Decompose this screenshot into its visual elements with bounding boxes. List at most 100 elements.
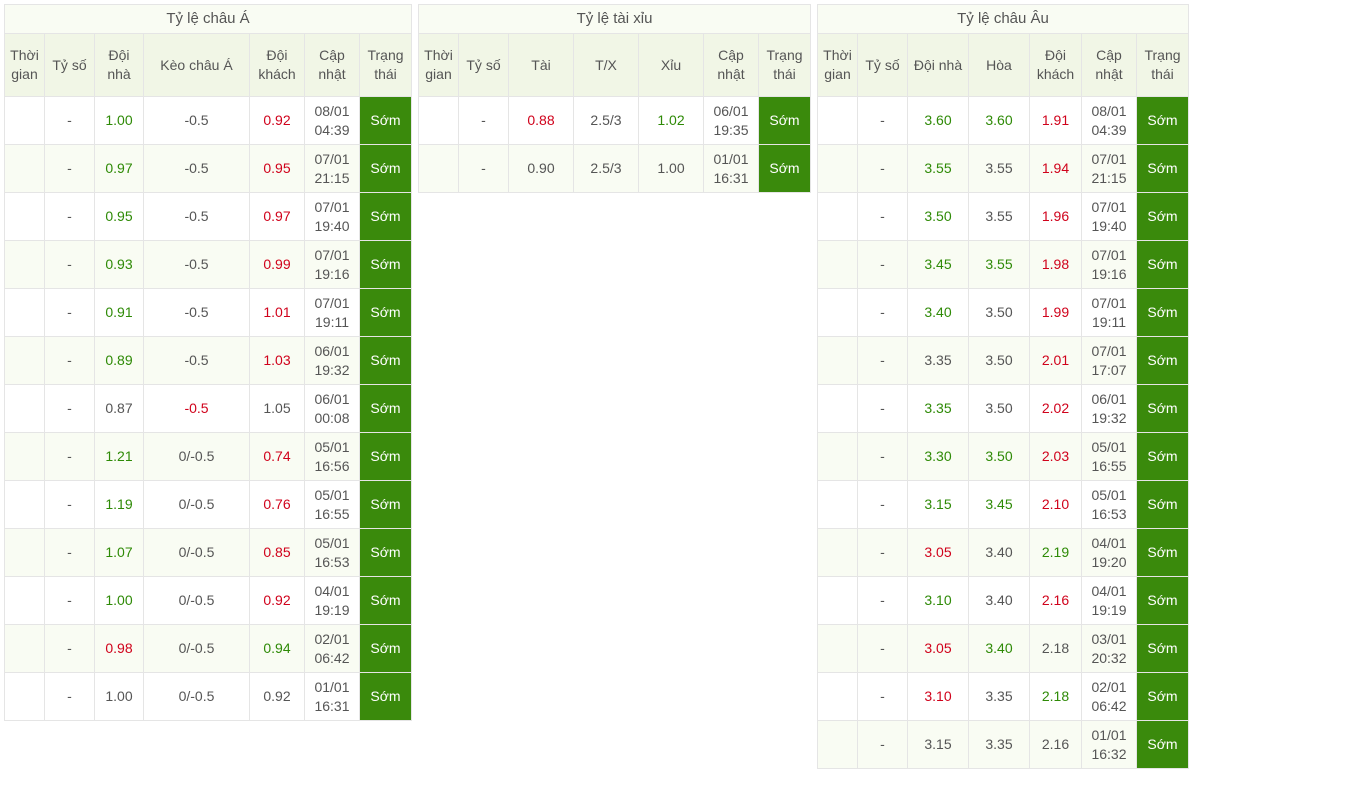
handicap-line: -0.5 bbox=[144, 337, 250, 385]
status-badge: Sớm bbox=[360, 481, 412, 529]
time bbox=[5, 97, 45, 145]
away-odd: 0.94 bbox=[250, 625, 305, 673]
table-row: -3.353.502.0107/0117:07Sớm bbox=[818, 337, 1189, 385]
table-row: -0.91-0.51.0107/0119:11Sớm bbox=[5, 289, 412, 337]
status-badge: Sớm bbox=[1137, 577, 1189, 625]
time bbox=[5, 385, 45, 433]
time bbox=[5, 337, 45, 385]
update-time: 07/0119:16 bbox=[1082, 241, 1137, 289]
score: - bbox=[45, 529, 95, 577]
status-badge: Sớm bbox=[360, 241, 412, 289]
time bbox=[5, 193, 45, 241]
home-win-odd: 3.45 bbox=[908, 241, 969, 289]
update-time: 07/0119:16 bbox=[305, 241, 360, 289]
draw-odd: 3.50 bbox=[969, 385, 1030, 433]
home-odd: 1.00 bbox=[95, 97, 144, 145]
col-stat: Trạng thái bbox=[1137, 34, 1189, 97]
status-badge: Sớm bbox=[360, 193, 412, 241]
home-odd: 1.19 bbox=[95, 481, 144, 529]
time bbox=[5, 241, 45, 289]
ou-title: Tỷ lệ tài xỉu bbox=[419, 5, 811, 34]
home-odd: 0.87 bbox=[95, 385, 144, 433]
home-win-odd: 3.10 bbox=[908, 577, 969, 625]
handicap-line: 0/-0.5 bbox=[144, 481, 250, 529]
col-upd: Cập nhật bbox=[1082, 34, 1137, 97]
handicap-line: 0/-0.5 bbox=[144, 433, 250, 481]
score: - bbox=[45, 241, 95, 289]
draw-odd: 3.40 bbox=[969, 529, 1030, 577]
update-time: 07/0119:40 bbox=[305, 193, 360, 241]
score: - bbox=[45, 193, 95, 241]
away-win-odd: 1.91 bbox=[1030, 97, 1082, 145]
col-w1: Đội nhà bbox=[908, 34, 969, 97]
status-badge: Sớm bbox=[360, 145, 412, 193]
col-away: Đội khách bbox=[250, 34, 305, 97]
status-badge: Sớm bbox=[1137, 433, 1189, 481]
draw-odd: 3.45 bbox=[969, 481, 1030, 529]
time bbox=[5, 625, 45, 673]
draw-odd: 3.35 bbox=[969, 721, 1030, 769]
table-row: -0.97-0.50.9507/0121:15Sớm bbox=[5, 145, 412, 193]
table-row: -3.153.452.1005/0116:53Sớm bbox=[818, 481, 1189, 529]
odds-container: Tỷ lệ châu Á Thời gian Tỷ số Đội nhà Kèo… bbox=[4, 4, 1368, 769]
over-odd: 0.88 bbox=[509, 97, 574, 145]
away-odd: 0.92 bbox=[250, 577, 305, 625]
handicap-line: 0/-0.5 bbox=[144, 673, 250, 721]
table-row: -3.103.402.1604/0119:19Sớm bbox=[818, 577, 1189, 625]
table-row: -3.153.352.1601/0116:32Sớm bbox=[818, 721, 1189, 769]
update-time: 03/0120:32 bbox=[1082, 625, 1137, 673]
table-row: -1.190/-0.50.7605/0116:55Sớm bbox=[5, 481, 412, 529]
table-row: -3.053.402.1803/0120:32Sớm bbox=[818, 625, 1189, 673]
score: - bbox=[858, 337, 908, 385]
away-win-odd: 2.18 bbox=[1030, 625, 1082, 673]
update-time: 05/0116:55 bbox=[305, 481, 360, 529]
away-win-odd: 1.94 bbox=[1030, 145, 1082, 193]
away-odd: 0.74 bbox=[250, 433, 305, 481]
home-win-odd: 3.60 bbox=[908, 97, 969, 145]
table-row: -0.902.5/31.0001/0116:31Sớm bbox=[419, 145, 811, 193]
handicap-line: -0.5 bbox=[144, 385, 250, 433]
table-row: -1.000/-0.50.9201/0116:31Sớm bbox=[5, 673, 412, 721]
update-time: 05/0116:53 bbox=[1082, 481, 1137, 529]
asia-odds-table: Tỷ lệ châu Á Thời gian Tỷ số Đội nhà Kèo… bbox=[4, 4, 412, 721]
home-win-odd: 3.15 bbox=[908, 721, 969, 769]
status-badge: Sớm bbox=[1137, 241, 1189, 289]
update-time: 05/0116:53 bbox=[305, 529, 360, 577]
draw-odd: 3.40 bbox=[969, 625, 1030, 673]
time bbox=[818, 385, 858, 433]
time bbox=[818, 673, 858, 721]
score: - bbox=[45, 625, 95, 673]
table-row: -1.00-0.50.9208/0104:39Sớm bbox=[5, 97, 412, 145]
update-time: 02/0106:42 bbox=[1082, 673, 1137, 721]
score: - bbox=[858, 625, 908, 673]
status-badge: Sớm bbox=[1137, 625, 1189, 673]
col-draw: Hòa bbox=[969, 34, 1030, 97]
table-row: -3.053.402.1904/0119:20Sớm bbox=[818, 529, 1189, 577]
update-time: 07/0117:07 bbox=[1082, 337, 1137, 385]
time bbox=[5, 673, 45, 721]
update-time: 05/0116:56 bbox=[305, 433, 360, 481]
handicap-line: -0.5 bbox=[144, 289, 250, 337]
score: - bbox=[858, 145, 908, 193]
time bbox=[818, 721, 858, 769]
home-win-odd: 3.05 bbox=[908, 625, 969, 673]
draw-odd: 3.55 bbox=[969, 193, 1030, 241]
score: - bbox=[858, 529, 908, 577]
table-row: -0.980/-0.50.9402/0106:42Sớm bbox=[5, 625, 412, 673]
table-row: -0.93-0.50.9907/0119:16Sớm bbox=[5, 241, 412, 289]
away-win-odd: 2.16 bbox=[1030, 721, 1082, 769]
home-odd: 1.00 bbox=[95, 673, 144, 721]
home-win-odd: 3.10 bbox=[908, 673, 969, 721]
time bbox=[818, 145, 858, 193]
table-row: -3.553.551.9407/0121:15Sớm bbox=[818, 145, 1189, 193]
away-odd: 1.03 bbox=[250, 337, 305, 385]
col-score: Tỷ số bbox=[858, 34, 908, 97]
score: - bbox=[45, 673, 95, 721]
update-time: 06/0100:08 bbox=[305, 385, 360, 433]
score: - bbox=[858, 289, 908, 337]
ou-header: Thời gian Tỷ số Tài T/X Xỉu Cập nhật Trạ… bbox=[419, 34, 811, 97]
away-win-odd: 2.19 bbox=[1030, 529, 1082, 577]
time bbox=[5, 289, 45, 337]
status-badge: Sớm bbox=[759, 145, 811, 193]
under-odd: 1.00 bbox=[639, 145, 704, 193]
